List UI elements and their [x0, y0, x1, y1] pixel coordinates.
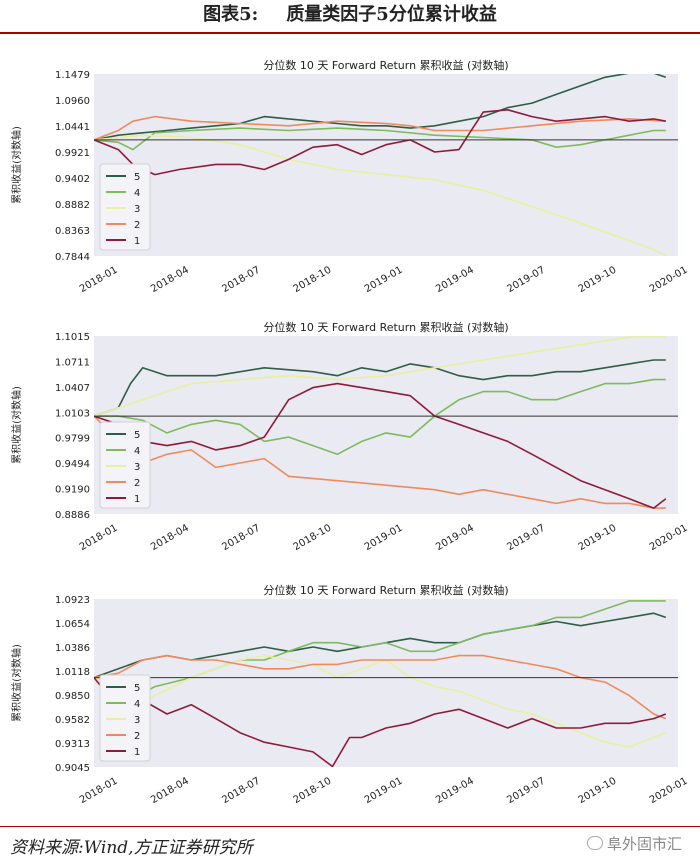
legend-label-1: 1 [134, 236, 140, 247]
x-tick-label: 2019-04 [434, 265, 476, 295]
legend-label-2: 2 [134, 731, 140, 742]
series-line-2 [94, 415, 666, 509]
y-tick-label: 0.9190 [55, 485, 90, 496]
y-tick-label: 0.9494 [55, 459, 90, 470]
quintile-chart-1: 分位数 10 天 Forward Return 累积收益 (对数轴) 累积收益(对… [0, 54, 700, 316]
x-tick-label: 2020-01 [648, 776, 690, 806]
y-tick-label: 1.1479 [55, 70, 90, 81]
x-tick-label: 2018-07 [220, 523, 262, 553]
y-tick-label: 0.8882 [55, 200, 90, 211]
series-line-5 [94, 74, 667, 141]
x-tick-label: 2018-01 [78, 265, 120, 295]
x-tick-label: 2018-10 [292, 776, 334, 806]
y-tick-label: 0.9582 [55, 715, 90, 726]
x-tick-label: 2019-10 [577, 776, 619, 806]
x-tick-label: 2019-07 [505, 776, 547, 806]
plot-area [94, 599, 678, 767]
y-tick-label: 0.9402 [55, 174, 90, 185]
figure-label: 图表5: [203, 4, 259, 25]
legend-label-4: 4 [134, 446, 140, 457]
x-tick-label: 2019-07 [505, 265, 547, 295]
y-tick-label: 0.7844 [55, 252, 90, 263]
y-tick-label: 1.0923 [55, 595, 90, 606]
legend-label-3: 3 [134, 715, 140, 726]
chart-title: 分位数 10 天 Forward Return 累积收益 (对数轴) [263, 58, 508, 72]
y-tick-label: 1.0407 [55, 383, 90, 394]
x-tick-label: 2019-01 [363, 776, 405, 806]
chart-svg: 分位数 10 天 Forward Return 累积收益 (对数轴) 累积收益(对… [10, 320, 690, 553]
y-tick-label: 0.8886 [55, 510, 90, 521]
figure-title-bar: 图表5: 质量类因子5分位累计收益 [0, 0, 700, 34]
x-tick-label: 2019-01 [363, 523, 405, 553]
y-tick-label: 0.8363 [55, 226, 90, 237]
source-note: 资料来源:Wind,方正证券研究所 [10, 838, 253, 858]
watermark: 阜外固市汇 [586, 833, 682, 854]
x-tick-label: 2020-01 [648, 265, 690, 295]
legend-label-5: 5 [134, 430, 140, 441]
y-tick-label: 1.0118 [55, 667, 90, 678]
series-line-2 [94, 115, 666, 141]
x-tick-label: 2018-04 [149, 523, 191, 553]
y-tick-label: 1.1015 [55, 332, 90, 343]
legend-label-5: 5 [134, 683, 140, 694]
watermark-text: 阜外固市汇 [606, 835, 682, 853]
x-tick-label: 2018-10 [292, 265, 334, 295]
x-tick-label: 2018-07 [220, 265, 262, 295]
y-tick-label: 0.9921 [55, 148, 90, 159]
y-tick-label: 1.0654 [55, 619, 90, 630]
y-tick-label: 1.0711 [55, 357, 90, 368]
y-axis-label: 累积收益(对数轴) [10, 644, 23, 722]
x-tick-label: 2019-10 [577, 523, 619, 553]
x-tick-label: 2018-04 [149, 265, 191, 295]
chart-svg: 分位数 10 天 Forward Return 累积收益 (对数轴) 累积收益(对… [10, 583, 690, 806]
legend-label-2: 2 [134, 478, 140, 489]
chart-title: 分位数 10 天 Forward Return 累积收益 (对数轴) [263, 320, 508, 334]
x-tick-label: 2018-10 [292, 523, 334, 553]
x-tick-label: 2018-07 [220, 776, 262, 806]
legend-label-3: 3 [134, 462, 140, 473]
plot-area [94, 74, 678, 256]
y-tick-label: 1.0386 [55, 643, 90, 654]
legend-label-2: 2 [134, 220, 140, 231]
x-tick-label: 2019-07 [505, 523, 547, 553]
series-line-1 [94, 382, 667, 509]
y-tick-label: 1.0960 [55, 96, 90, 107]
figure-title: 质量类因子5分位累计收益 [286, 4, 497, 25]
y-tick-label: 0.9850 [55, 691, 90, 702]
y-axis-label: 累积收益(对数轴) [10, 126, 23, 204]
chart-title: 分位数 10 天 Forward Return 累积收益 (对数轴) [263, 583, 508, 597]
footer: 资料来源:Wind,方正证券研究所 阜外固市汇 [0, 826, 700, 862]
wechat-icon [586, 836, 603, 850]
legend-label-4: 4 [134, 188, 140, 199]
series-line-5 [94, 359, 666, 417]
legend-label-1: 1 [134, 747, 140, 758]
x-tick-label: 2019-10 [577, 265, 619, 295]
x-tick-label: 2018-01 [78, 523, 120, 553]
x-tick-label: 2018-01 [78, 776, 120, 806]
x-tick-label: 2020-01 [648, 523, 690, 553]
y-tick-label: 1.0441 [55, 122, 90, 133]
legend-label-4: 4 [134, 699, 140, 710]
legend-label-3: 3 [134, 204, 140, 215]
x-tick-label: 2019-04 [434, 523, 476, 553]
legend-label-1: 1 [134, 494, 140, 505]
y-axis-label: 累积收益(对数轴) [10, 386, 23, 464]
quintile-chart-2: 分位数 10 天 Forward Return 累积收益 (对数轴) 累积收益(对… [0, 318, 700, 570]
series-line-3 [94, 134, 667, 256]
chart-svg: 分位数 10 天 Forward Return 累积收益 (对数轴) 累积收益(对… [10, 58, 690, 295]
y-tick-label: 0.9313 [55, 739, 90, 750]
x-tick-label: 2019-04 [434, 776, 476, 806]
plot-area [94, 336, 678, 514]
y-tick-label: 0.9799 [55, 434, 90, 445]
x-tick-label: 2018-04 [149, 776, 191, 806]
y-tick-label: 0.9045 [55, 763, 90, 774]
y-tick-label: 1.0103 [55, 408, 90, 419]
quintile-chart-3: 分位数 10 天 Forward Return 累积收益 (对数轴) 累积收益(对… [0, 583, 700, 826]
x-tick-label: 2019-01 [363, 265, 405, 295]
series-line-4 [94, 378, 666, 456]
legend-label-5: 5 [134, 172, 140, 183]
series-line-3 [94, 336, 666, 417]
series-line-1 [94, 109, 666, 176]
series-line-1 [94, 677, 667, 767]
